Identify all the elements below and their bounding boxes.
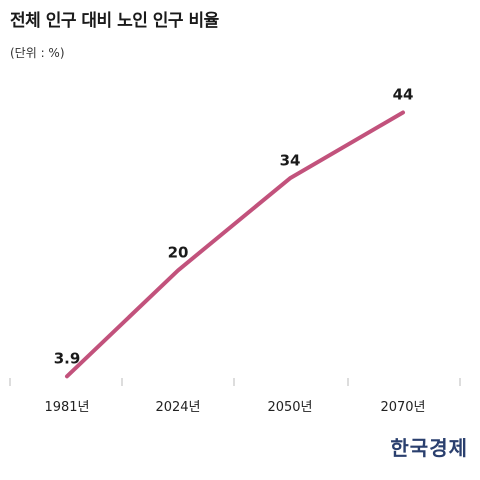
publisher-logo: 한국경제 xyxy=(390,436,468,460)
data-label: 34 xyxy=(280,151,301,169)
data-label: 3.9 xyxy=(54,349,81,367)
data-labels: 3.9 20 34 44 xyxy=(54,85,414,367)
x-tick-label: 2070년 xyxy=(380,400,425,415)
data-label: 20 xyxy=(168,243,189,261)
x-axis-labels: 1981년 2024년 2050년 2070년 xyxy=(44,400,425,415)
chart-title: 전체 인구 대비 노인 인구 비율 xyxy=(10,11,219,31)
x-axis-ticks xyxy=(9,378,461,386)
x-tick-label: 1981년 xyxy=(44,400,89,415)
unit-note: (단위 : %) xyxy=(10,46,65,60)
x-tick-label: 2024년 xyxy=(155,400,200,415)
series-line xyxy=(65,110,405,379)
data-label: 44 xyxy=(393,85,414,103)
x-tick-label: 2050년 xyxy=(267,400,312,415)
